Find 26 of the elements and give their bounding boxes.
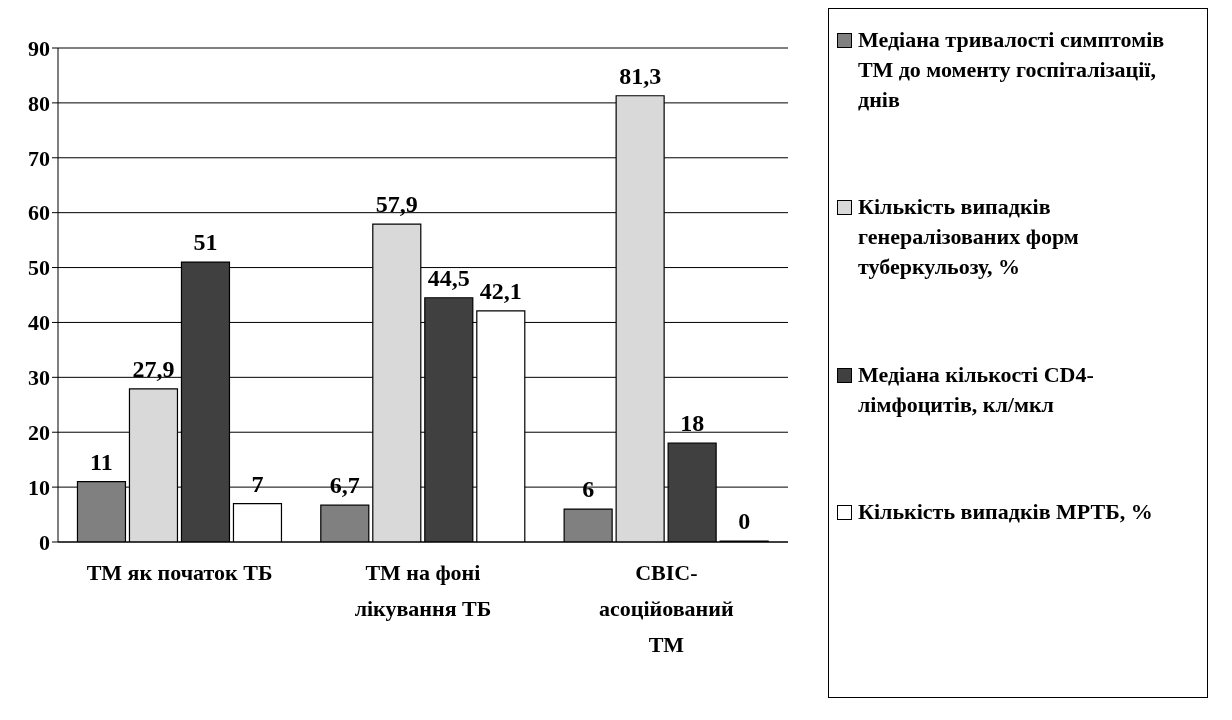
data-label: 57,9 [375,191,418,218]
legend-label: Кількість випадків генералізованих форм туберкульозу, % [858,193,1080,282]
legend-label: Медіана тривалості симптомів ТМ до моменту госпіталізації, днів [858,26,1166,114]
y-tick-label: 90 [28,35,50,61]
x-tick-label: ТМ як початок ТБ [86,560,273,585]
y-tick-label: 20 [28,420,50,446]
data-label: 81,3 [619,62,662,89]
data-label: 11 [90,448,113,475]
legend-label: Медіана кількості CD4-лімфоцитів, кл/мкл [858,360,1095,419]
y-tick-label: 80 [28,90,50,116]
data-label: 0 [738,508,751,534]
y-tick-label: 40 [28,310,50,336]
data-label: 51 [193,229,218,256]
x-tick-label: СВІС-асоційований ТМ [599,560,734,657]
data-label: 42,1 [479,277,522,304]
y-tick-label: 0 [39,529,50,555]
x-tick-label: ТМ на фоні лікування ТБ [354,560,492,621]
y-tick-label: 30 [28,365,50,391]
y-tick-label: 10 [28,474,50,500]
data-label: 18 [680,410,705,437]
y-tick-label: 70 [28,145,50,171]
legend-label: Кількість випадків МРТБ, % [858,498,1153,526]
data-label: 44,5 [427,264,470,291]
y-tick-label: 50 [28,255,50,281]
y-tick-label: 60 [28,200,50,226]
data-label: 27,9 [132,355,175,382]
